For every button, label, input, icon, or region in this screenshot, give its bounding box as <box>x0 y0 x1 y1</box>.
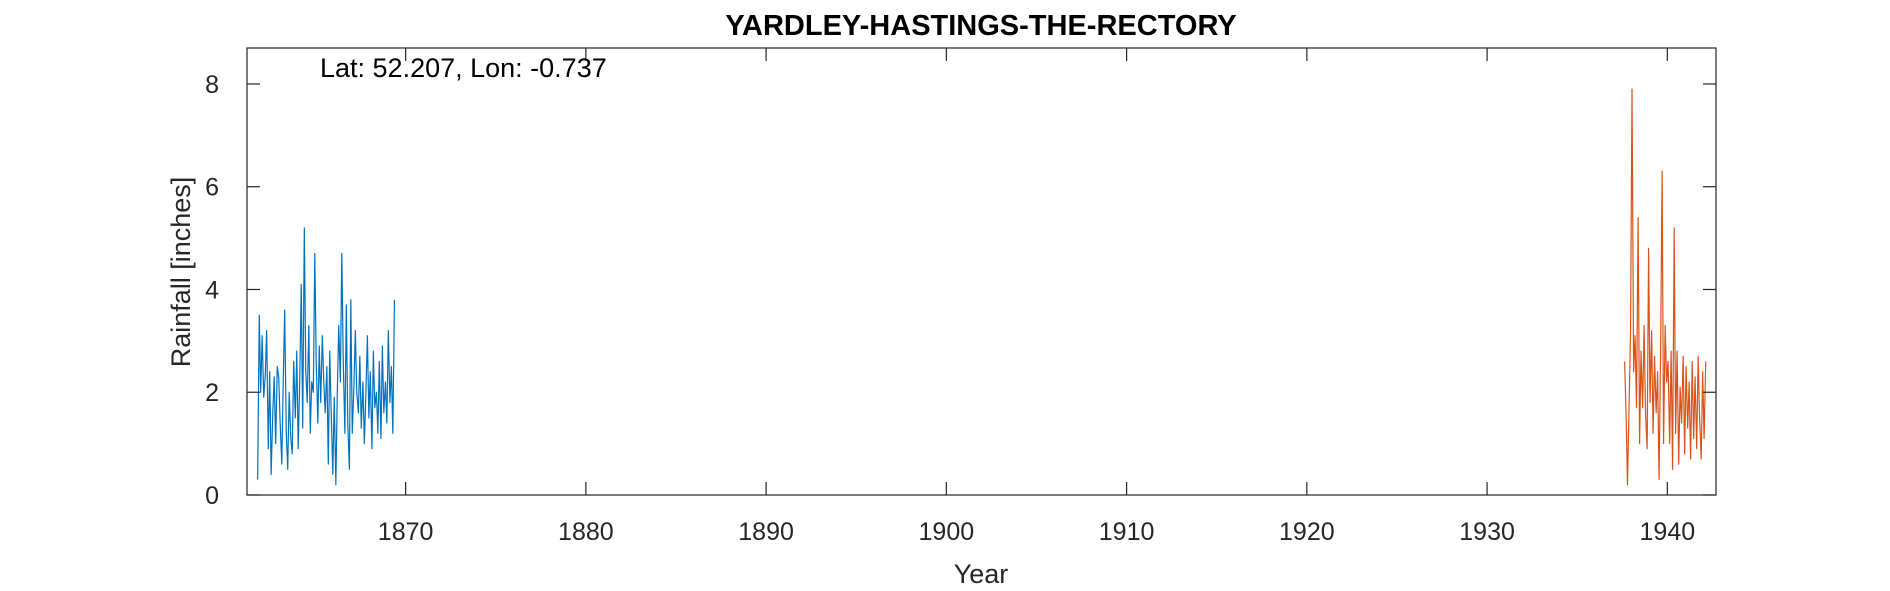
series-line-2 <box>1624 88 1707 486</box>
x-tick-label: 1900 <box>919 518 975 546</box>
x-axis: 1870 1880 1890 1900 1910 1920 1930 1940 <box>378 48 1695 546</box>
x-tick-label: 1910 <box>1099 518 1155 546</box>
plot-area-frame <box>246 47 1717 496</box>
series-layer <box>257 88 1707 486</box>
series-line-1 <box>257 227 396 486</box>
x-tick-label: 1880 <box>558 518 614 546</box>
x-tick-label: 1920 <box>1279 518 1335 546</box>
y-tick-label: 4 <box>205 276 219 304</box>
y-tick-label: 6 <box>205 174 219 202</box>
x-tick-label: 1890 <box>738 518 794 546</box>
x-tick-label: 1870 <box>378 518 434 546</box>
y-axis: 0 2 4 6 8 <box>205 71 1716 510</box>
y-axis-label: Rainfall [inches] <box>166 177 196 368</box>
x-axis-label: Year <box>954 559 1009 589</box>
y-tick-label: 0 <box>205 482 219 510</box>
y-tick-label: 2 <box>205 379 219 407</box>
x-tick-label: 1940 <box>1640 518 1696 546</box>
x-tick-label: 1930 <box>1459 518 1515 546</box>
y-tick-label: 8 <box>205 71 219 99</box>
location-annotation: Lat: 52.207, Lon: -0.737 <box>320 53 607 83</box>
chart-title: YARDLEY-HASTINGS-THE-RECTORY <box>725 10 1236 42</box>
plot-area-background <box>247 48 1716 495</box>
